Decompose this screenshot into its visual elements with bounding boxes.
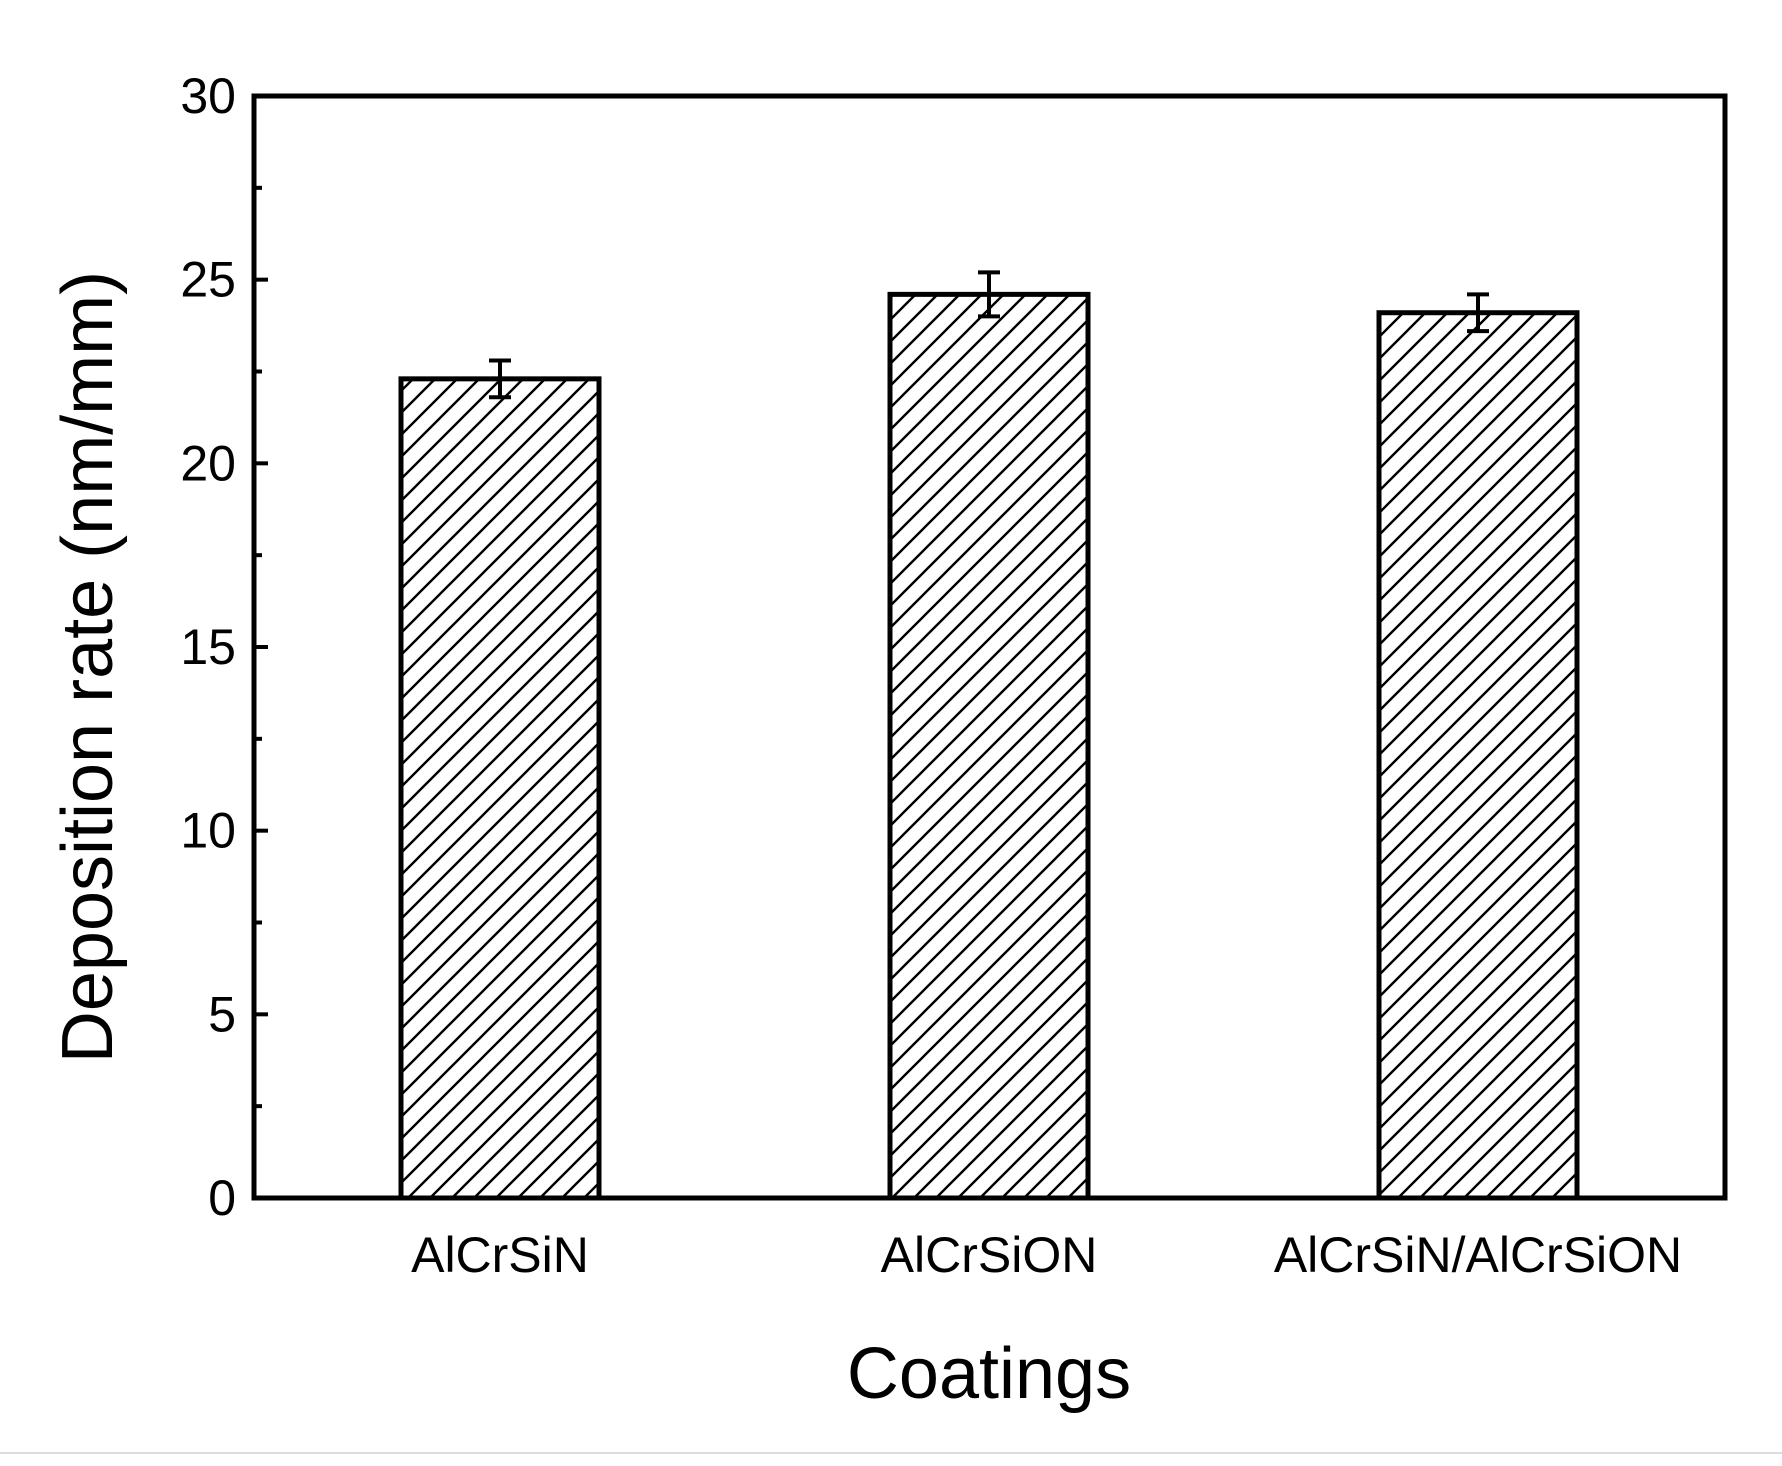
bar-hatch — [1376, 310, 1580, 1201]
bar-hatch — [398, 376, 602, 1201]
x-axis-category-labels: AlCrSiN AlCrSiON AlCrSiN/AlCrSiON — [411, 1227, 1682, 1283]
y-tick-label: 20 — [180, 435, 236, 491]
error-bars — [489, 270, 1489, 400]
x-axis-title: Coatings — [847, 1334, 1131, 1414]
x-category-label: AlCrSiN — [411, 1227, 589, 1283]
x-category-label: AlCrSiN/AlCrSiON — [1274, 1227, 1682, 1283]
x-category-label: AlCrSiON — [881, 1227, 1098, 1283]
y-tick-label: 25 — [180, 252, 236, 308]
y-axis-title: Deposition rate (nm/mm) — [48, 271, 128, 1063]
error-bar — [1467, 292, 1489, 334]
y-tick-label: 15 — [180, 619, 236, 675]
y-tick-label: 5 — [208, 986, 236, 1042]
y-tick-label: 10 — [180, 803, 236, 859]
divider — [0, 1452, 1782, 1454]
bar-hatch — [887, 291, 1091, 1201]
y-axis-ticks — [254, 94, 268, 1200]
bar-alcrsion — [887, 291, 1091, 1201]
y-tick-label: 30 — [180, 68, 236, 124]
y-axis-tick-labels: 0 5 10 15 20 25 30 — [180, 68, 236, 1226]
bar-alcrsin — [398, 376, 602, 1201]
bars — [398, 291, 1580, 1201]
y-tick-label: 0 — [208, 1170, 236, 1226]
bar-alcrsin-alcrsion — [1376, 310, 1580, 1201]
error-bar — [978, 270, 1000, 319]
error-bar — [489, 358, 511, 400]
